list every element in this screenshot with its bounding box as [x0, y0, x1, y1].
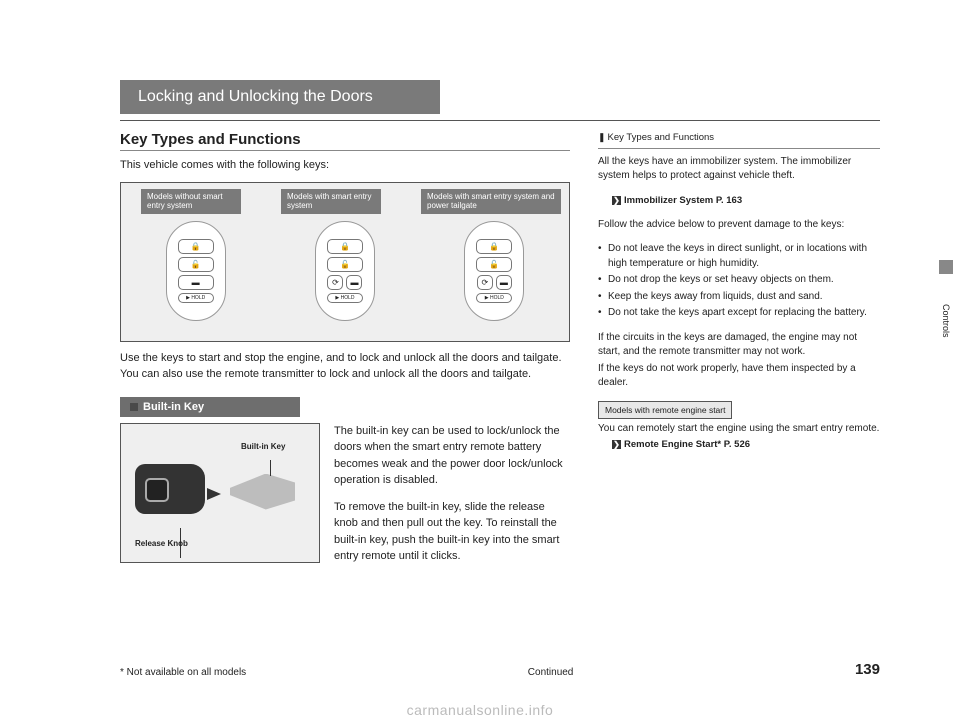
chapter-banner: Locking and Unlocking the Doors	[120, 80, 440, 114]
list-item: Keep the keys away from liquids, dust an…	[598, 290, 880, 305]
arrow-icon	[207, 488, 221, 500]
list-item: Do not take the keys apart except for re…	[598, 306, 880, 321]
square-bullet-icon	[130, 403, 138, 411]
callout-line	[270, 460, 271, 476]
callout-label: Release Knob	[135, 539, 188, 548]
figure-label: Models without smart entry system	[141, 189, 241, 214]
remote-illustration: 🔒 🔓 ▬ ▶ HOLD	[166, 221, 226, 321]
two-column-layout: Key Types and Functions This vehicle com…	[120, 131, 880, 575]
engine-icon: ⟳	[477, 275, 493, 290]
key-drawing	[135, 454, 307, 534]
key-blade-shape	[230, 474, 295, 510]
figure-label: Models with smart entry system and power…	[421, 189, 561, 214]
lock-icon: 🔒	[178, 239, 214, 254]
builtin-key-figure: Built-in Key Release Knob	[120, 423, 320, 563]
section-tab: Controls	[936, 260, 956, 340]
divider	[598, 148, 880, 149]
paragraph: You can remotely start the engine using …	[598, 422, 880, 437]
sidebar-column: ❚Key Types and Functions All the keys ha…	[598, 131, 880, 575]
tab-marker	[939, 260, 953, 274]
paragraph: Follow the advice below to prevent damag…	[598, 218, 880, 233]
paragraph: The built-in key can be used to lock/unl…	[334, 423, 570, 489]
engine-icon: ⟳	[327, 275, 343, 290]
builtin-key-text: The built-in key can be used to lock/unl…	[334, 423, 570, 575]
model-tag: Models with remote engine start	[598, 401, 732, 419]
ref-arrow-icon: ❯	[612, 440, 621, 449]
paragraph: If the circuits in the keys are damaged,…	[598, 331, 880, 360]
sidebar-title-text: Key Types and Functions	[608, 132, 715, 143]
unlock-icon: 🔓	[476, 257, 512, 272]
ref-text: Remote Engine Start* P. 526	[624, 439, 750, 450]
figure-label: Models with smart entry system	[281, 189, 381, 214]
builtin-key-row: Built-in Key Release Knob The built-in k…	[120, 423, 570, 575]
ref-text: Immobilizer System P. 163	[624, 195, 742, 206]
paragraph: If the keys do not work properly, have t…	[598, 362, 880, 391]
sidebar-title: ❚Key Types and Functions	[598, 131, 880, 145]
ref-arrow-icon: ❯	[612, 196, 621, 205]
main-column: Key Types and Functions This vehicle com…	[120, 131, 570, 575]
continued-label: Continued	[528, 667, 574, 678]
divider	[120, 120, 880, 121]
hold-label: ▶ HOLD	[178, 293, 214, 303]
callout-label: Built-in Key	[241, 442, 285, 451]
list-item: Do not drop the keys or set heavy object…	[598, 273, 880, 288]
intro-text: This vehicle comes with the following ke…	[120, 157, 570, 174]
lock-icon: 🔒	[327, 239, 363, 254]
tab-label: Controls	[941, 304, 951, 338]
tailgate-icon: ▬	[178, 275, 214, 290]
subsection-label: Built-in Key	[143, 401, 204, 413]
tailgate-icon: ▬	[346, 275, 362, 290]
watermark: carmanualsonline.info	[0, 702, 960, 718]
fob-shape	[135, 464, 205, 514]
paragraph: All the keys have an immobilizer system.…	[598, 155, 880, 184]
section-title: Key Types and Functions	[120, 131, 570, 148]
remote-illustration: 🔒 🔓 ⟳ ▬ ▶ HOLD	[464, 221, 524, 321]
hold-label: ▶ HOLD	[327, 293, 363, 303]
cross-reference: ❯Remote Engine Start* P. 526	[612, 438, 880, 452]
remote-illustration: 🔒 🔓 ⟳ ▬ ▶ HOLD	[315, 221, 375, 321]
usage-text: Use the keys to start and stop the engin…	[120, 350, 570, 383]
bullet-list: Do not leave the keys in direct sunlight…	[598, 242, 880, 321]
list-item: Do not leave the keys in direct sunlight…	[598, 242, 880, 271]
book-icon: ❚	[598, 132, 606, 142]
page-footer: * Not available on all models Continued …	[120, 661, 880, 678]
page-number: 139	[855, 661, 880, 678]
paragraph: To remove the built-in key, slide the re…	[334, 499, 570, 565]
unlock-icon: 🔓	[178, 257, 214, 272]
cross-reference: ❯Immobilizer System P. 163	[612, 194, 880, 208]
lock-icon: 🔒	[476, 239, 512, 254]
unlock-icon: 🔓	[327, 257, 363, 272]
tailgate-icon: ▬	[496, 275, 512, 290]
hold-label: ▶ HOLD	[476, 293, 512, 303]
footnote: * Not available on all models	[120, 667, 246, 678]
page-content: Locking and Unlocking the Doors Key Type…	[120, 80, 880, 575]
key-types-figure: Models without smart entry system Models…	[120, 182, 570, 342]
divider	[120, 150, 570, 151]
subsection-heading: Built-in Key	[120, 397, 300, 417]
